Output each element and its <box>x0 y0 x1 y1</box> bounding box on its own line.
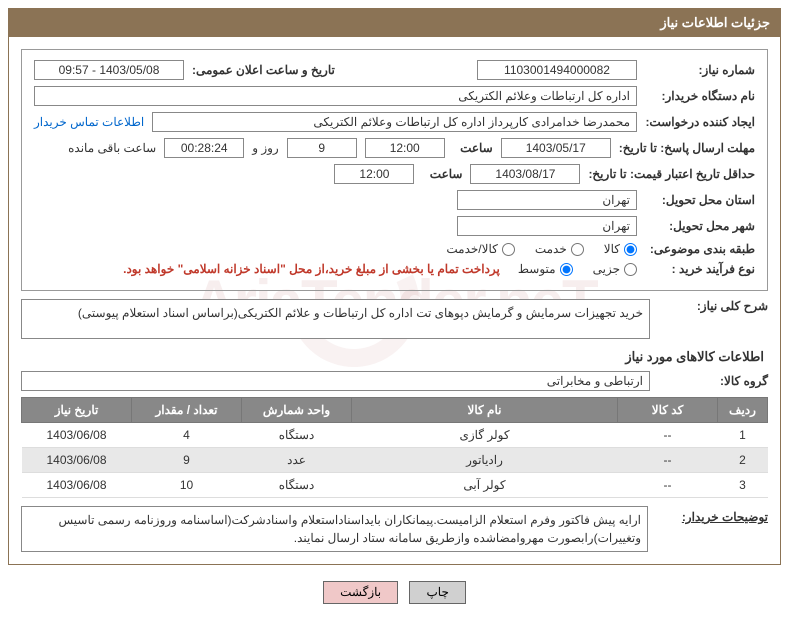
need-no-label: شماره نیاز: <box>645 63 755 77</box>
cat-service-radio[interactable] <box>571 243 584 256</box>
main-panel: جزئیات اطلاعات نیاز AriaTender.neT شماره… <box>8 8 781 565</box>
days-field: 9 <box>287 138 357 158</box>
min-valid-label: حداقل تاریخ اعتبار قیمت: تا تاریخ: <box>588 167 755 181</box>
cat-goods-radio[interactable] <box>624 243 637 256</box>
th-row: ردیف <box>718 398 768 423</box>
treasury-note: پرداخت تمام یا بخشی از مبلغ خرید،از محل … <box>123 262 500 276</box>
table-cell: دستگاه <box>242 473 352 498</box>
table-row: 2--رادیاتورعدد91403/06/08 <box>22 448 768 473</box>
deadline-reply-label: مهلت ارسال پاسخ: تا تاریخ: <box>619 141 755 155</box>
time-label-1: ساعت <box>453 141 493 155</box>
cat-both-radio[interactable] <box>502 243 515 256</box>
deadline-reply-date: 1403/05/17 <box>501 138 611 158</box>
city-field: تهران <box>457 216 637 236</box>
announce-field: 1403/05/08 - 09:57 <box>34 60 184 80</box>
table-cell: 1 <box>718 423 768 448</box>
panel-title: جزئیات اطلاعات نیاز <box>9 9 780 37</box>
buyer-notes-text: ارایه پیش فاکتور وفرم استعلام الزامیست.پ… <box>21 506 648 552</box>
proc-small-radio[interactable] <box>624 263 637 276</box>
table-cell: کولر گازی <box>352 423 618 448</box>
buyer-notes-label: توضیحات خریدار: <box>658 506 768 524</box>
province-label: استان محل تحویل: <box>645 193 755 207</box>
remain-time: 00:28:24 <box>164 138 244 158</box>
process-radios: جزیی متوسط <box>518 262 637 276</box>
announce-label: تاریخ و ساعت اعلان عمومی: <box>192 63 335 77</box>
need-no-field: 1103001494000082 <box>477 60 637 80</box>
time-label-2: ساعت <box>422 167 462 181</box>
city-label: شهر محل تحویل: <box>645 219 755 233</box>
cat-service-option[interactable]: خدمت <box>535 242 584 256</box>
table-cell: 10 <box>132 473 242 498</box>
th-date: تاریخ نیاز <box>22 398 132 423</box>
table-cell: 4 <box>132 423 242 448</box>
table-cell: 2 <box>718 448 768 473</box>
buyer-dev-label: نام دستگاه خریدار: <box>645 89 755 103</box>
table-cell: 3 <box>718 473 768 498</box>
province-field: تهران <box>457 190 637 210</box>
min-valid-date: 1403/08/17 <box>470 164 580 184</box>
table-cell: 1403/06/08 <box>22 423 132 448</box>
form-box: شماره نیاز: 1103001494000082 تاریخ و ساع… <box>21 49 768 291</box>
th-name: نام کالا <box>352 398 618 423</box>
table-cell: -- <box>618 423 718 448</box>
th-unit: واحد شمارش <box>242 398 352 423</box>
th-qty: تعداد / مقدار <box>132 398 242 423</box>
proc-medium-radio[interactable] <box>560 263 573 276</box>
desc-label: شرح کلی نیاز: <box>658 299 768 313</box>
print-button[interactable]: چاپ <box>409 581 465 604</box>
table-cell: 1403/06/08 <box>22 448 132 473</box>
requester-label: ایجاد کننده درخواست: <box>645 115 755 129</box>
th-code: کد کالا <box>618 398 718 423</box>
group-field: ارتباطی و مخابراتی <box>21 371 650 391</box>
days-label: روز و <box>252 141 279 155</box>
group-label: گروه کالا: <box>658 374 768 388</box>
table-cell: -- <box>618 473 718 498</box>
proc-small-option[interactable]: جزیی <box>593 262 637 276</box>
button-bar: چاپ بازگشت <box>0 573 789 612</box>
desc-text: خرید تجهیزات سرمایش و گرمایش دپوهای تت ا… <box>21 299 650 339</box>
category-label: طبقه بندی موضوعی: <box>645 242 755 256</box>
table-row: 3--کولر آبیدستگاه101403/06/08 <box>22 473 768 498</box>
process-label: نوع فرآیند خرید : <box>645 262 755 276</box>
back-button[interactable]: بازگشت <box>323 581 398 604</box>
remain-label: ساعت باقی مانده <box>68 141 156 155</box>
goods-table: ردیف کد کالا نام کالا واحد شمارش تعداد /… <box>21 397 768 498</box>
table-cell: 1403/06/08 <box>22 473 132 498</box>
table-row: 1--کولر گازیدستگاه41403/06/08 <box>22 423 768 448</box>
proc-medium-option[interactable]: متوسط <box>518 262 573 276</box>
table-cell: رادیاتور <box>352 448 618 473</box>
cat-both-option[interactable]: کالا/خدمت <box>446 242 514 256</box>
contact-link[interactable]: اطلاعات تماس خریدار <box>34 115 144 129</box>
table-cell: عدد <box>242 448 352 473</box>
requester-field: محمدرضا خدامرادی کارپرداز اداره کل ارتبا… <box>152 112 637 132</box>
table-cell: -- <box>618 448 718 473</box>
table-cell: 9 <box>132 448 242 473</box>
deadline-reply-time: 12:00 <box>365 138 445 158</box>
cat-goods-option[interactable]: کالا <box>604 242 637 256</box>
table-cell: دستگاه <box>242 423 352 448</box>
table-cell: کولر آبی <box>352 473 618 498</box>
goods-section-title: اطلاعات کالاهای مورد نیاز <box>25 349 764 365</box>
min-valid-time: 12:00 <box>334 164 414 184</box>
category-radios: کالا خدمت کالا/خدمت <box>446 242 637 256</box>
buyer-dev-field: اداره کل ارتباطات وعلائم الکتریکی <box>34 86 637 106</box>
